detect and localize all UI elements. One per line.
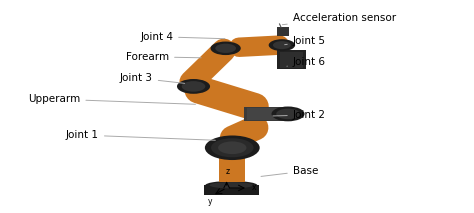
Text: y: y (207, 197, 212, 206)
Circle shape (215, 44, 236, 53)
Polygon shape (219, 156, 245, 182)
Polygon shape (277, 27, 289, 36)
Text: Joint 4: Joint 4 (140, 32, 225, 42)
Ellipse shape (210, 182, 253, 188)
Circle shape (272, 106, 305, 121)
Ellipse shape (205, 181, 257, 189)
Text: z: z (226, 167, 229, 176)
Polygon shape (244, 106, 289, 121)
Text: Base: Base (261, 166, 318, 176)
Circle shape (269, 39, 295, 51)
Text: Upperarm: Upperarm (28, 94, 195, 104)
Circle shape (276, 109, 300, 119)
Circle shape (273, 41, 291, 49)
Text: Joint 6: Joint 6 (287, 57, 326, 67)
Circle shape (211, 138, 254, 157)
Polygon shape (277, 50, 306, 69)
Polygon shape (280, 52, 303, 68)
Circle shape (205, 135, 260, 160)
Polygon shape (204, 185, 258, 195)
Text: Joint 2: Joint 2 (273, 110, 326, 120)
Circle shape (177, 79, 210, 94)
Circle shape (210, 42, 241, 55)
Text: x: x (252, 183, 256, 193)
Text: Forearm: Forearm (126, 52, 201, 62)
Text: Acceleration sensor: Acceleration sensor (283, 13, 396, 25)
Text: Joint 3: Joint 3 (120, 73, 184, 83)
Polygon shape (247, 108, 286, 120)
Circle shape (218, 141, 246, 154)
Text: Joint 1: Joint 1 (66, 130, 215, 140)
Text: Joint 5: Joint 5 (285, 36, 326, 46)
Circle shape (182, 81, 205, 92)
